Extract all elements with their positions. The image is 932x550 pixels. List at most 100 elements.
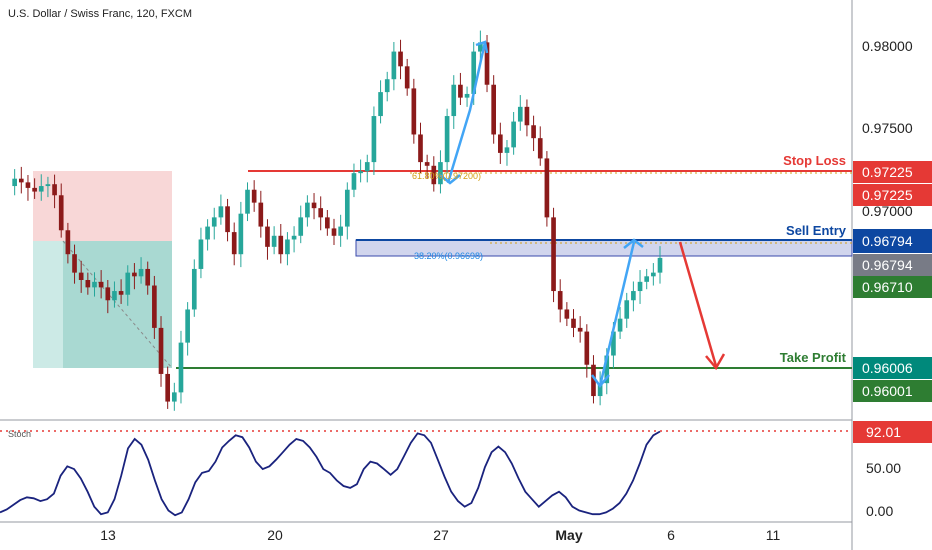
candle-body	[544, 158, 550, 218]
candle-body	[424, 162, 430, 166]
candle-body	[225, 206, 230, 233]
candle-body	[564, 309, 570, 319]
current-price-badge	[853, 276, 932, 298]
candle-body	[384, 79, 390, 93]
candle-body	[132, 272, 137, 277]
candle-body	[464, 93, 470, 98]
candle-body	[398, 51, 403, 67]
time-tick-may: May	[555, 527, 582, 543]
time-tick-20: 20	[267, 527, 283, 543]
candle-body	[584, 331, 590, 365]
sell-entry-badges: 0.96794 0.96794	[853, 229, 932, 276]
candle-body	[351, 173, 357, 190]
candle-body	[285, 239, 290, 255]
candle-body	[478, 42, 483, 52]
candle-body	[32, 187, 37, 192]
stoch-line	[0, 430, 661, 517]
candle-body	[258, 202, 264, 227]
sell-entry-label: Sell Entry	[786, 223, 847, 238]
candle-body	[517, 106, 523, 122]
time-tick-27: 27	[433, 527, 449, 543]
candle-body	[118, 291, 124, 295]
candle-body	[85, 280, 91, 288]
candle-body	[145, 268, 151, 286]
candle-body	[524, 106, 530, 126]
wave-up-arrowhead	[475, 40, 489, 54]
candle-body	[631, 291, 636, 301]
candle-body	[218, 206, 224, 218]
fib-38-label: 38.20%(0.96698)	[414, 251, 483, 261]
sell-entry-zone	[356, 240, 852, 256]
candle-body	[537, 138, 543, 159]
price-tick-097500: 0.97500	[862, 120, 913, 136]
sell-entry-badge-1-text: 0.96794	[862, 233, 913, 249]
price-tick-097000: 0.97000	[862, 203, 913, 219]
candle-body	[311, 202, 317, 209]
candle-body	[604, 355, 610, 384]
candle-body	[344, 189, 350, 227]
take-profit-badge-1-text: 0.96006	[862, 360, 913, 376]
candle-body	[418, 134, 423, 163]
candle-body	[331, 228, 337, 236]
candle-body	[557, 291, 563, 310]
time-tick-6: 6	[667, 527, 675, 543]
stop-loss-badge-2-text: 0.97225	[862, 187, 913, 203]
stoch-label: Stoch	[8, 429, 31, 439]
take-profit-badge-2-text: 0.96001	[862, 383, 913, 399]
sell-entry-badge-2	[853, 254, 932, 276]
candle-body	[444, 116, 450, 163]
candle-body	[52, 184, 57, 196]
candle-body	[551, 217, 556, 292]
stop-loss-badge-1	[853, 161, 932, 183]
candle-body	[78, 272, 84, 280]
candle-body	[38, 186, 44, 192]
candle-body	[617, 318, 623, 332]
candle-body	[152, 285, 157, 328]
projection-arrow	[678, 241, 718, 367]
candle-body	[185, 309, 190, 343]
current-price-badge-text: 0.96710	[862, 279, 913, 295]
time-tick-13: 13	[100, 527, 116, 543]
stoch-badge	[853, 421, 932, 443]
candle-body	[364, 162, 370, 172]
wave-rally-arrow	[598, 241, 636, 387]
candle-body	[657, 257, 663, 273]
candle-body	[65, 230, 71, 255]
stop-loss-badges: 0.97225 0.97225	[853, 161, 932, 206]
candle-body	[251, 189, 257, 203]
candle-body	[431, 165, 437, 185]
candle-body	[98, 281, 104, 288]
sell-entry-badge-2-text: 0.96794	[862, 257, 913, 273]
candle-body	[378, 92, 383, 117]
candle-body	[371, 116, 377, 163]
candle-body	[318, 208, 324, 218]
candle-body	[651, 272, 656, 277]
candle-body	[305, 202, 310, 218]
take-profit-badge-1	[853, 357, 932, 379]
take-profit-label: Take Profit	[780, 350, 847, 365]
candle-body	[338, 226, 343, 236]
candle-body	[12, 178, 17, 187]
candle-body	[644, 276, 650, 282]
stoch-tick-0: 0.00	[866, 503, 893, 519]
candle-body	[451, 84, 457, 117]
stoch-badge-text: 92.01	[866, 424, 901, 440]
candle-body	[138, 268, 144, 277]
candle-body	[171, 392, 177, 402]
candle-body	[511, 121, 516, 148]
stop-loss-label: Stop Loss	[783, 153, 846, 168]
candle-body	[591, 364, 596, 397]
candle-body	[238, 213, 244, 255]
candle-body	[325, 217, 330, 229]
projection-arrowhead	[705, 353, 726, 371]
fib-61-label: 61.80%(0.97200)	[412, 171, 481, 181]
candle-body	[278, 235, 284, 255]
candle-body	[624, 300, 630, 319]
candle-body	[597, 383, 603, 397]
candle-body	[358, 171, 363, 174]
candle-body	[92, 281, 97, 288]
candle-body	[211, 217, 217, 227]
candle-body	[178, 342, 184, 393]
current-price-badge-group: 0.96710	[853, 276, 932, 298]
